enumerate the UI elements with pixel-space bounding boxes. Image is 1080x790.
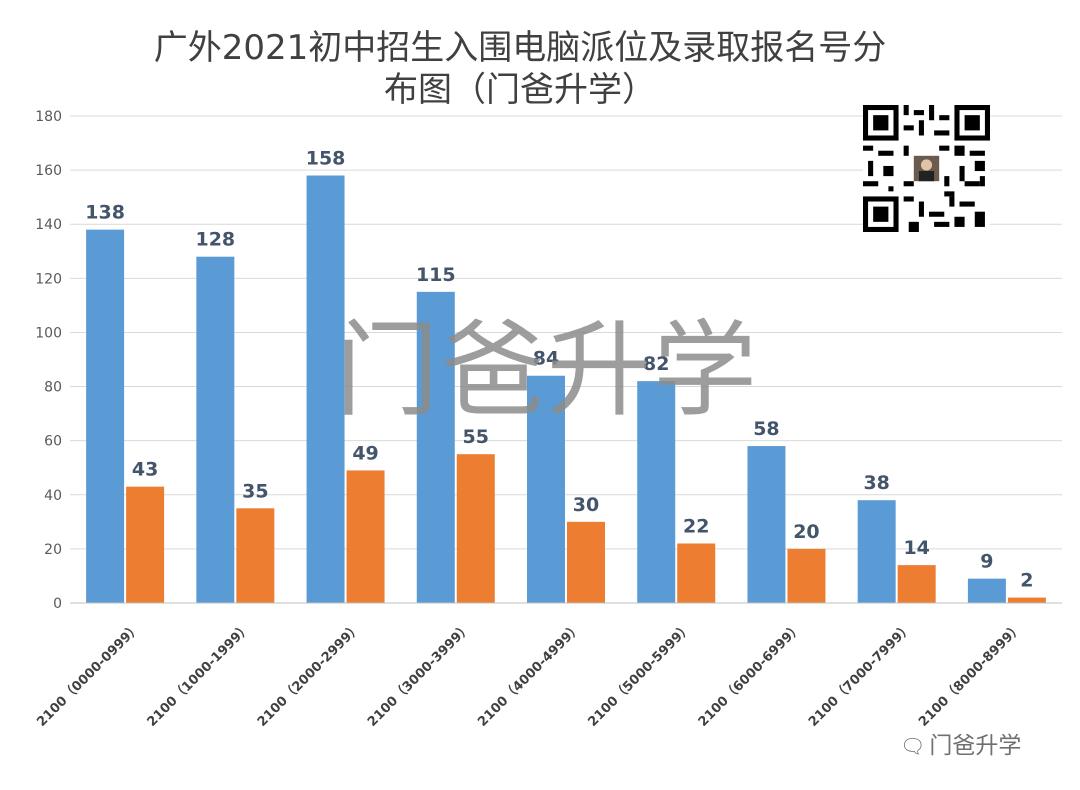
y-tick-label: 60 <box>44 434 62 450</box>
x-tick-label: 2100（5000-5999） <box>585 620 695 730</box>
y-tick-label: 80 <box>44 380 62 396</box>
bar-series-2 <box>346 470 385 603</box>
bar-series-2 <box>787 548 826 603</box>
chart-title-line-1: 广外2021初中招生入围电脑派位及录取报名号分 <box>153 28 887 68</box>
bar-series-2 <box>456 454 495 603</box>
chart-title-line-2: 布图（门爸升学） <box>384 70 656 110</box>
y-tick-label: 120 <box>35 271 62 287</box>
x-tick-label: 2100（3000-3999） <box>364 620 474 730</box>
bar-series-1 <box>967 578 1006 603</box>
bar-series-1 <box>747 446 786 603</box>
y-tick-label: 140 <box>35 217 62 233</box>
qr-code-icon <box>863 105 990 232</box>
footer-brand: 🗨 门爸升学 <box>900 726 1021 760</box>
x-tick-label: 2100（1000-1999） <box>144 620 254 730</box>
bar-series-2 <box>897 565 936 603</box>
x-tick-label: 2100（0000-0999） <box>34 620 144 730</box>
watermark-text: 门爸升学 <box>335 309 760 431</box>
data-label: 22 <box>683 515 709 537</box>
data-label: 55 <box>463 426 489 448</box>
data-label: 20 <box>793 521 819 543</box>
x-tick-label: 2100（6000-6999） <box>695 620 805 730</box>
bar-series-1 <box>306 175 345 603</box>
data-label: 49 <box>352 442 378 464</box>
data-label: 128 <box>195 229 235 251</box>
bar-series-1 <box>416 291 455 603</box>
data-label: 38 <box>863 472 889 494</box>
data-label: 82 <box>643 353 669 375</box>
data-label: 35 <box>242 480 268 502</box>
y-tick-label: 40 <box>44 488 62 504</box>
y-tick-label: 0 <box>53 596 62 612</box>
data-label: 43 <box>132 459 158 481</box>
wechat-icon: 🗨 <box>900 734 926 758</box>
data-label: 115 <box>416 264 456 286</box>
bar-series-2 <box>1007 597 1046 603</box>
data-label: 30 <box>573 494 599 516</box>
bar-series-2 <box>236 508 275 603</box>
bar-series-1 <box>527 375 565 603</box>
bar-series-1 <box>196 256 235 603</box>
bar-series-2 <box>677 543 716 603</box>
data-label: 14 <box>903 537 929 559</box>
x-tick-label: 2100（4000-4999） <box>475 620 585 730</box>
data-label: 84 <box>533 348 559 370</box>
x-tick-label: 2100（8000-8999） <box>915 620 1025 730</box>
data-label: 58 <box>753 418 779 440</box>
bar-series-1 <box>637 381 676 603</box>
bar-series-2 <box>126 486 165 603</box>
bar-series-2 <box>567 521 605 603</box>
y-tick-label: 100 <box>35 325 62 341</box>
data-label: 158 <box>306 148 346 170</box>
footer-brand-text: 门爸升学 <box>929 733 1022 759</box>
y-tick-label: 160 <box>35 163 62 179</box>
x-tick-label: 2100（2000-2999） <box>254 620 364 730</box>
y-tick-label: 180 <box>35 109 62 125</box>
data-label: 138 <box>85 202 125 224</box>
data-label: 2 <box>1020 570 1033 592</box>
bar-series-1 <box>857 500 896 603</box>
x-tick-label: 2100（7000-7999） <box>805 620 915 730</box>
bar-series-1 <box>86 229 125 603</box>
data-label: 9 <box>980 551 993 573</box>
y-tick-label: 20 <box>44 542 62 558</box>
